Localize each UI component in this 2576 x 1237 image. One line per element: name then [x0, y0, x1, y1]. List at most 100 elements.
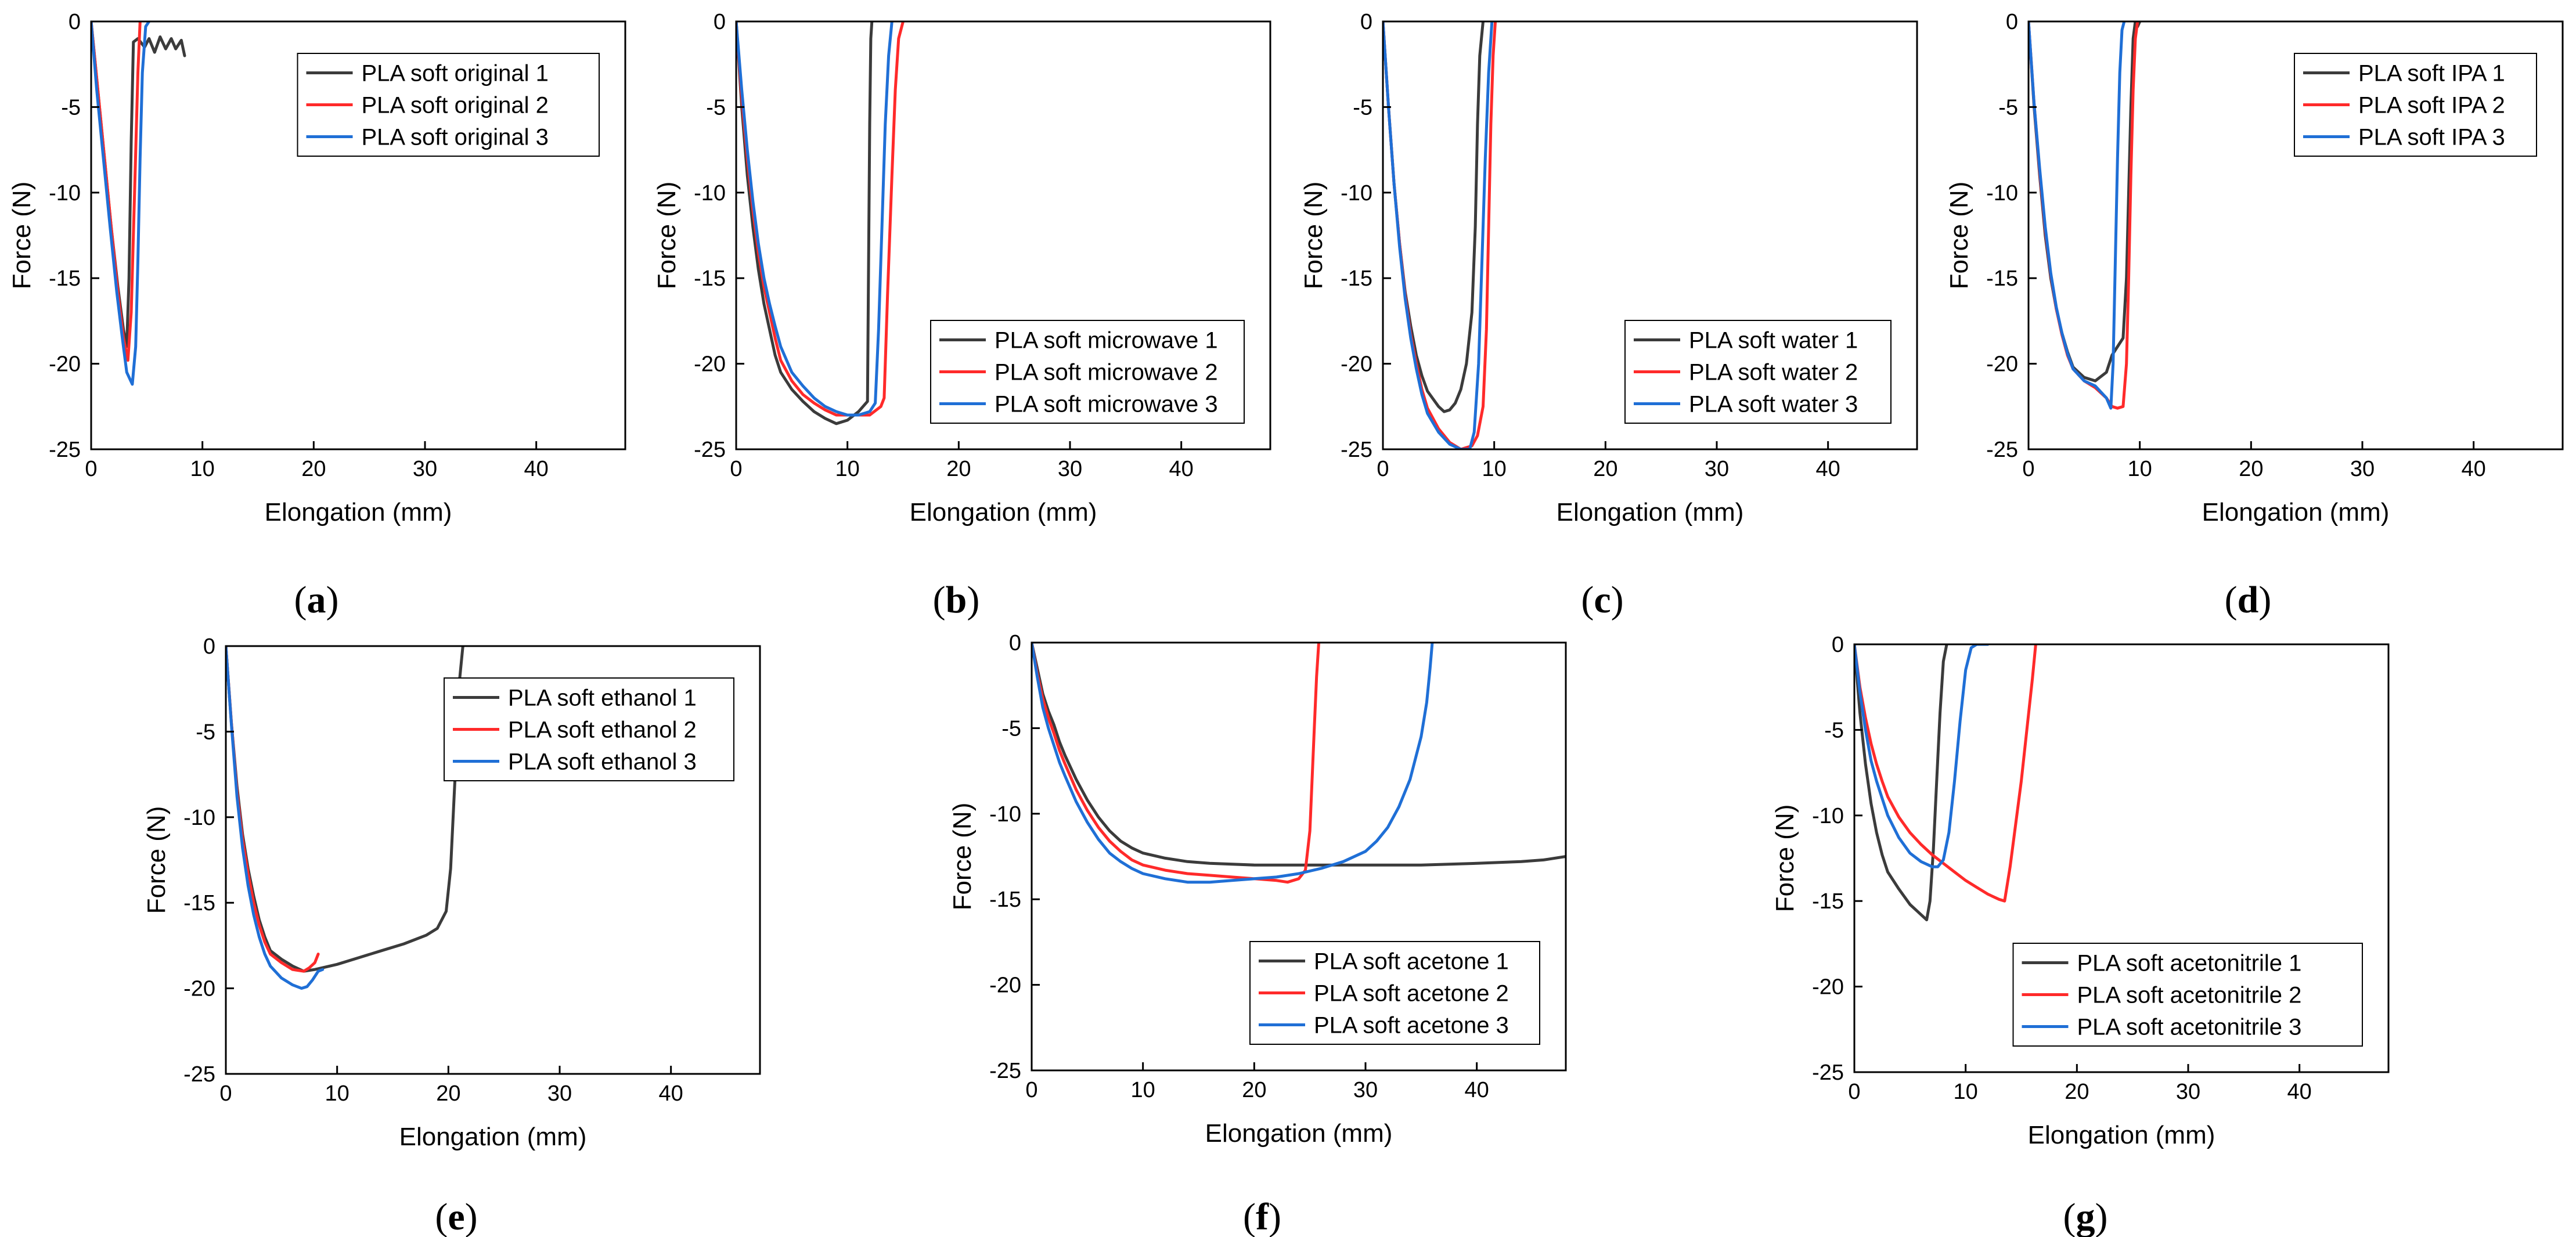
chart-panel-e: 0 10 20 30 40 0 -5 -10 -15 -20 -25 Elongation (mm) F… — [142, 634, 761, 1151]
x-tick-label-b-4: 40 — [1169, 457, 1194, 481]
panel-caption-g: (g) — [2063, 1196, 2108, 1237]
y-tick-label-a-4: -20 — [49, 352, 81, 377]
x-tick-label-a-4: 40 — [524, 457, 549, 481]
y-tick-label-b-1: -5 — [706, 95, 726, 120]
x-tick-label-e-4: 40 — [659, 1081, 683, 1106]
series-line-c-3 — [1383, 21, 1494, 449]
y-tick-label-g-3: -15 — [1812, 889, 1844, 914]
x-tick-label-d-2: 20 — [2239, 457, 2263, 481]
legend-label-c-2: PLA soft water 2 — [1689, 360, 1858, 385]
x-axis-title-b: Elongation (mm) — [910, 498, 1097, 526]
x-tick-label-c-1: 10 — [1482, 457, 1507, 481]
x-tick-label-e-2: 20 — [436, 1081, 460, 1106]
legend-label-b-3: PLA soft microwave 3 — [995, 392, 1218, 417]
legend-label-a-1: PLA soft original 1 — [362, 61, 549, 86]
legend-label-d-1: PLA soft IPA 1 — [2358, 61, 2505, 86]
series-line-g-2 — [1854, 644, 2037, 903]
y-tick-label-c-2: -10 — [1341, 181, 1372, 205]
x-tick-label-c-3: 30 — [1705, 457, 1729, 481]
y-tick-label-f-2: -10 — [989, 802, 1021, 827]
series-line-e-3 — [226, 646, 325, 990]
legend-label-b-2: PLA soft microwave 2 — [995, 360, 1218, 385]
legend-label-f-2: PLA soft acetone 2 — [1314, 981, 1509, 1007]
y-axis-title-e: Force (N) — [142, 806, 171, 914]
legend-label-g-1: PLA soft acetonitrile 1 — [2077, 951, 2302, 976]
y-tick-label-f-0: 0 — [1009, 631, 1021, 655]
x-axis-title-g: Elongation (mm) — [2028, 1121, 2215, 1149]
y-tick-label-d-1: -5 — [1998, 95, 2018, 120]
y-tick-label-b-3: -15 — [694, 266, 726, 291]
legend-box-g — [2012, 943, 2363, 1047]
legend-label-c-1: PLA soft water 1 — [1689, 328, 1858, 354]
legend-label-g-2: PLA soft acetonitrile 2 — [2077, 983, 2302, 1008]
legend-label-e-2: PLA soft ethanol 2 — [508, 717, 697, 743]
y-tick-label-b-2: -10 — [694, 181, 726, 205]
x-axis-title-d: Elongation (mm) — [2202, 498, 2390, 526]
chart-panel-g: 0 10 20 30 40 0 -5 -10 -15 -20 -25 Elongation (mm) F… — [1771, 633, 2390, 1149]
y-tick-label-e-4: -20 — [183, 977, 215, 1001]
plot-frame-a — [90, 20, 626, 450]
y-tick-label-e-1: -5 — [196, 720, 215, 744]
x-tick-label-d-3: 30 — [2350, 457, 2375, 481]
y-tick-label-g-0: 0 — [1832, 633, 1844, 657]
y-axis-title-g: Force (N) — [1771, 805, 1799, 913]
legend-b: PLA soft microwave 1 PLA soft microwave 2… — [930, 320, 1245, 424]
plot-frame-d — [2027, 20, 2564, 450]
series-line-g-3 — [1854, 644, 1990, 868]
x-tick-label-d-1: 10 — [2128, 457, 2152, 481]
legend-label-d-3: PLA soft IPA 3 — [2358, 125, 2505, 150]
y-tick-label-c-5: -25 — [1341, 438, 1372, 462]
y-tick-label-a-2: -10 — [49, 181, 81, 205]
x-tick-label-c-2: 20 — [1593, 457, 1617, 481]
y-tick-label-a-1: -5 — [61, 95, 81, 120]
series-line-g-1 — [1854, 644, 1948, 922]
x-tick-label-g-2: 20 — [2065, 1080, 2089, 1104]
legend-label-g-3: PLA soft acetonitrile 3 — [2077, 1015, 2302, 1040]
legend-c: PLA soft water 1 PLA soft water 2 PLA soft… — [1624, 320, 1892, 424]
y-axis-title-f: Force (N) — [948, 803, 977, 911]
y-tick-label-b-4: -20 — [694, 352, 726, 377]
x-tick-label-g-3: 30 — [2176, 1080, 2200, 1104]
legend-label-e-1: PLA soft ethanol 1 — [508, 686, 697, 711]
y-tick-label-d-3: -15 — [1986, 266, 2018, 291]
y-tick-label-g-5: -25 — [1812, 1061, 1844, 1085]
x-tick-label-a-3: 30 — [413, 457, 437, 481]
x-tick-label-f-2: 20 — [1242, 1078, 1266, 1102]
y-tick-label-a-0: 0 — [69, 10, 81, 34]
y-tick-label-f-3: -15 — [989, 888, 1021, 912]
legend-label-f-1: PLA soft acetone 1 — [1314, 949, 1509, 975]
y-tick-label-f-4: -20 — [989, 973, 1021, 998]
legend-e: PLA soft ethanol 1 PLA soft ethanol 2 PLA … — [444, 677, 734, 781]
series-line-a-3 — [91, 21, 151, 386]
x-tick-label-b-2: 20 — [946, 457, 971, 481]
legend-label-f-3: PLA soft acetone 3 — [1314, 1013, 1509, 1038]
x-tick-label-f-3: 30 — [1353, 1078, 1378, 1102]
series-line-f-2 — [1032, 643, 1320, 884]
legend-f: PLA soft acetone 1 PLA soft acetone 2 PLA … — [1249, 941, 1540, 1045]
y-tick-label-e-2: -10 — [183, 806, 215, 830]
y-tick-label-f-1: -5 — [1001, 716, 1021, 741]
legend-a: PLA soft original 1 PLA soft original 2 PL… — [297, 53, 600, 157]
plot-frame-g — [1853, 643, 2390, 1073]
x-tick-label-e-1: 10 — [325, 1081, 350, 1106]
chart-panel-f: 0 10 20 30 40 0 -5 -10 -15 -20 -25 Elongation (mm) F… — [948, 631, 1567, 1148]
x-tick-label-f-0: 0 — [1025, 1078, 1037, 1102]
y-tick-label-g-4: -20 — [1812, 975, 1844, 1000]
legend-box-f — [1249, 941, 1540, 1045]
panel-caption-f: (f) — [1243, 1196, 1281, 1237]
legend-label-a-2: PLA soft original 2 — [362, 93, 549, 118]
legend-d: PLA soft IPA 1 PLA soft IPA 2 PLA soft IPA… — [2294, 53, 2537, 157]
series-line-f-3 — [1032, 643, 1434, 884]
y-tick-label-e-0: 0 — [203, 634, 215, 659]
y-tick-label-f-5: -25 — [989, 1059, 1021, 1083]
series-line-f-1 — [1032, 643, 1566, 867]
legend-label-e-3: PLA soft ethanol 3 — [508, 749, 697, 775]
legend-label-c-3: PLA soft water 3 — [1689, 392, 1858, 417]
y-tick-label-e-5: -25 — [183, 1062, 215, 1087]
y-tick-label-d-5: -25 — [1986, 438, 2018, 462]
x-tick-label-g-0: 0 — [1848, 1080, 1860, 1104]
y-tick-label-b-0: 0 — [714, 10, 726, 34]
x-tick-label-f-1: 10 — [1131, 1078, 1155, 1102]
x-tick-label-f-4: 40 — [1465, 1078, 1489, 1102]
